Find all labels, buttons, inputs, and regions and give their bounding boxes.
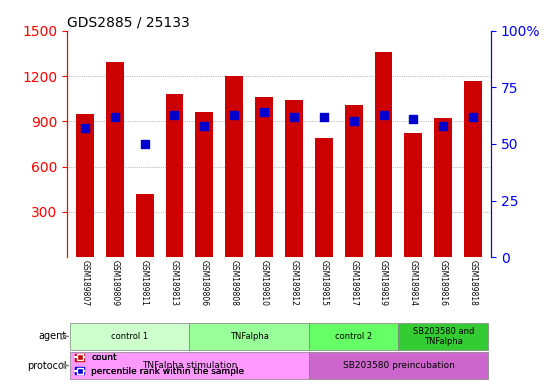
Bar (374, 52, 392, 257)
Text: GSM189815: GSM189815 (319, 260, 328, 306)
Text: GDS2885 / 25133: GDS2885 / 25133 (67, 16, 190, 30)
FancyBboxPatch shape (398, 323, 488, 349)
Text: GSM189818: GSM189818 (469, 260, 478, 306)
Bar (315, 138, 333, 257)
Text: GSM189814: GSM189814 (409, 260, 418, 306)
FancyBboxPatch shape (70, 323, 189, 349)
Text: TNFalpha stimulation: TNFalpha stimulation (142, 361, 237, 370)
Bar (464, 81, 482, 257)
Bar (225, 76, 243, 257)
Text: SB203580 and
TNFalpha: SB203580 and TNFalpha (412, 327, 474, 346)
FancyBboxPatch shape (309, 323, 398, 349)
Text: GSM189819: GSM189819 (379, 260, 388, 306)
Text: GSM189806: GSM189806 (200, 260, 209, 306)
Text: GSM189813: GSM189813 (170, 260, 179, 306)
Point (349, 118, 358, 124)
Bar (195, 112, 213, 257)
Text: GSM189812: GSM189812 (290, 260, 299, 306)
Bar (255, 97, 273, 257)
Point (80, 125, 89, 131)
FancyBboxPatch shape (309, 353, 488, 379)
Text: control 1: control 1 (111, 332, 148, 341)
Bar (405, 133, 422, 257)
Point (110, 114, 119, 120)
Bar (136, 194, 153, 257)
Text: GSM189811: GSM189811 (140, 260, 149, 306)
Text: GSM189809: GSM189809 (110, 260, 119, 306)
Point (230, 111, 239, 118)
Bar (285, 100, 303, 257)
Bar (76, 114, 94, 257)
Text: GSM189807: GSM189807 (80, 260, 89, 306)
Bar (345, 105, 363, 257)
Text: control 2: control 2 (335, 332, 372, 341)
Text: GSM189808: GSM189808 (230, 260, 239, 306)
Point (259, 109, 268, 115)
Point (140, 141, 149, 147)
Text: SB203580 preincubation: SB203580 preincubation (343, 361, 454, 370)
Legend: count, percentile rank within the sample: count, percentile rank within the sample (71, 350, 248, 379)
Point (379, 111, 388, 118)
Text: GSM189810: GSM189810 (259, 260, 268, 306)
Legend: count, percentile rank within the sample: count, percentile rank within the sample (71, 350, 248, 379)
Point (439, 123, 448, 129)
Text: GSM189816: GSM189816 (439, 260, 448, 306)
Point (200, 123, 209, 129)
Bar (106, 63, 124, 257)
Point (319, 114, 328, 120)
FancyBboxPatch shape (70, 353, 309, 379)
Text: GSM189817: GSM189817 (349, 260, 358, 306)
Text: protocol: protocol (27, 361, 67, 371)
Point (409, 116, 418, 122)
Text: agent: agent (39, 331, 67, 341)
Point (290, 114, 299, 120)
Bar (166, 94, 184, 257)
FancyBboxPatch shape (189, 323, 309, 349)
Point (469, 114, 478, 120)
Bar (434, 118, 452, 257)
Point (170, 111, 179, 118)
Text: TNFalpha: TNFalpha (230, 332, 268, 341)
